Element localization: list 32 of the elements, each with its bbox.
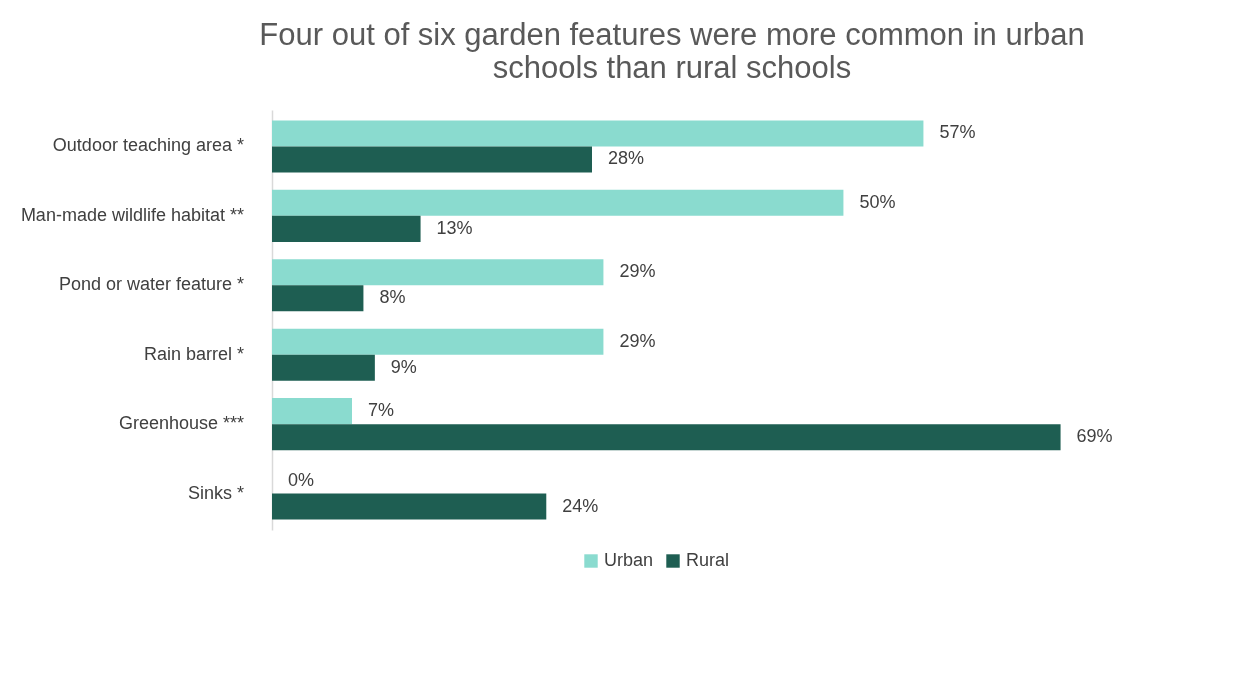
legend-label: Rural xyxy=(686,550,730,570)
bar xyxy=(272,354,375,381)
bar xyxy=(272,328,604,355)
y-tick-label: Pond or water feature * xyxy=(58,274,244,295)
data-label: 29% xyxy=(619,261,656,282)
bar xyxy=(272,493,547,520)
y-tick-label: Outdoor teaching area * xyxy=(52,135,244,156)
bar xyxy=(272,259,604,286)
y-tick-label: Man-made wildlife habitat ** xyxy=(20,204,244,225)
bar xyxy=(272,285,364,312)
legend-label: Urban xyxy=(604,550,654,570)
data-label: 29% xyxy=(619,330,656,351)
bar xyxy=(272,215,421,242)
chart-title: Four out of six garden features were more common in urban schools than rural schools xyxy=(259,17,1085,85)
data-label: 69% xyxy=(1076,426,1113,447)
data-label: 8% xyxy=(379,287,406,308)
data-label: 7% xyxy=(368,400,395,421)
bar xyxy=(272,146,592,173)
data-label: 28% xyxy=(608,148,645,169)
data-label: 50% xyxy=(859,191,896,212)
bar xyxy=(272,424,1061,451)
data-label: 9% xyxy=(390,356,417,377)
bar xyxy=(272,120,924,147)
bar xyxy=(272,189,844,216)
y-tick-label: Sinks * xyxy=(187,482,244,503)
data-label: 13% xyxy=(436,217,473,238)
y-tick-label: Greenhouse *** xyxy=(118,413,244,434)
y-tick-label: Rain barrel * xyxy=(143,343,244,364)
bar xyxy=(272,398,352,425)
data-label: 57% xyxy=(939,122,976,143)
data-label: 24% xyxy=(562,495,599,516)
data-label: 0% xyxy=(288,469,315,490)
